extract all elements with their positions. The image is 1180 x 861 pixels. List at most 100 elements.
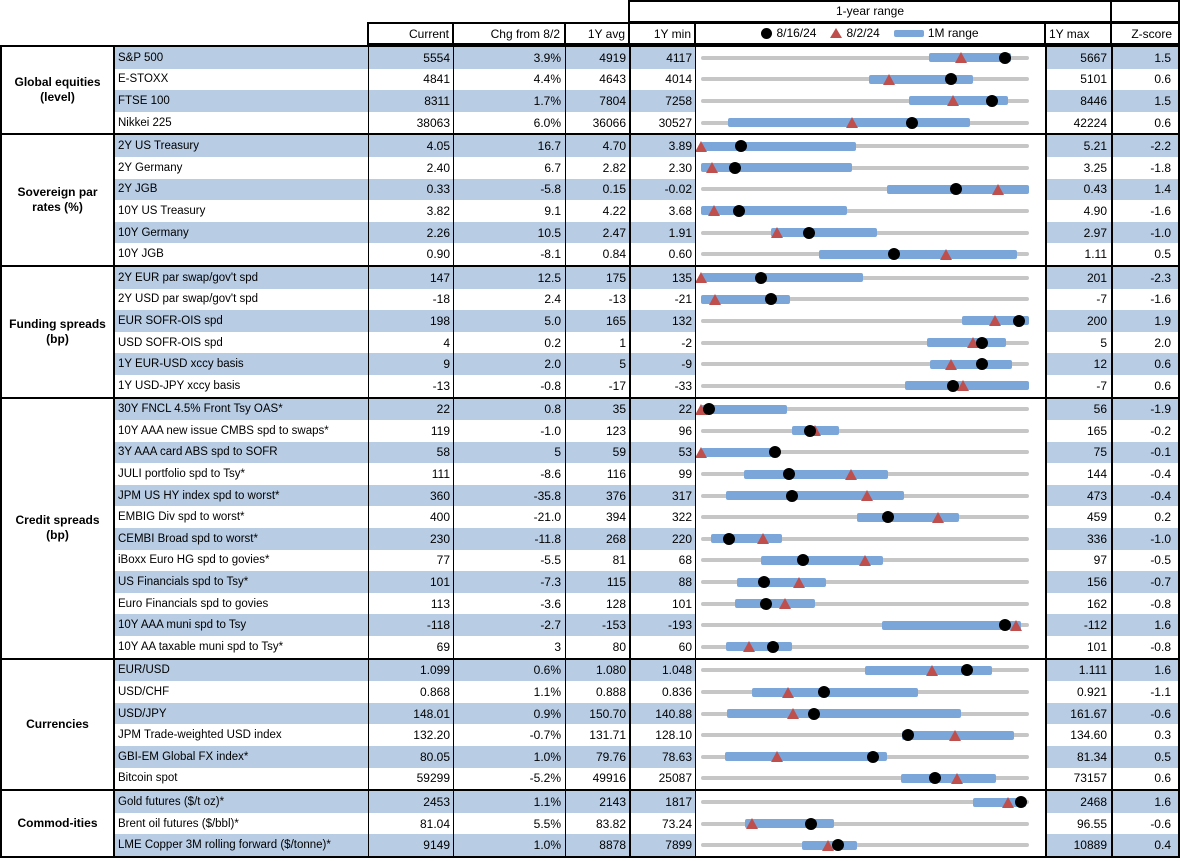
cell-1y-avg: 115 bbox=[565, 571, 629, 593]
category-label-line: (bp) bbox=[46, 528, 69, 543]
cell-chg-from-8-2: 6.7 bbox=[453, 156, 565, 179]
cell-1y-min: 25087 bbox=[629, 767, 695, 790]
cell-1y-max: 473 bbox=[1045, 484, 1111, 507]
cell-chg-from-8-2: 0.9% bbox=[453, 702, 565, 725]
cell-1y-avg: 2.82 bbox=[565, 156, 629, 179]
range-chart bbox=[695, 90, 1045, 112]
cell-instrument-name: JPM Trade-weighted USD index bbox=[115, 724, 368, 747]
cell-1y-avg: 1 bbox=[565, 331, 629, 354]
range-legend: 8/16/24 8/2/24 1M range bbox=[694, 21, 1046, 45]
range-chart bbox=[695, 156, 1045, 179]
table-row: 2Y US Treasury 4.05 16.7 4.70 3.89 5.21 -2.2 bbox=[115, 135, 1178, 157]
cell-chg-from-8-2: 10.5 bbox=[453, 221, 565, 244]
cell-1y-avg: 123 bbox=[565, 420, 629, 442]
cell-chg-from-8-2: -7.3 bbox=[453, 571, 565, 593]
triangle-marker-8-2-24 bbox=[1009, 619, 1022, 631]
1y-range-track bbox=[701, 450, 1029, 455]
legend-label: 1M range bbox=[927, 25, 979, 40]
dot-marker-8-16-24 bbox=[976, 336, 989, 349]
cell-1y-min: -33 bbox=[629, 374, 695, 397]
cell-1y-avg: 4.70 bbox=[565, 135, 629, 157]
1m-range-bar bbox=[701, 206, 847, 216]
range-chart bbox=[695, 724, 1045, 747]
table-row: Gold futures ($/t oz)* 2453 1.1% 2143 1817 24… bbox=[115, 791, 1178, 813]
range-chart bbox=[695, 374, 1045, 397]
cell-instrument-name: EUR/USD bbox=[115, 659, 368, 682]
cell-current: 4.05 bbox=[368, 135, 453, 157]
range-chart bbox=[695, 47, 1045, 69]
dot-marker-8-16-24 bbox=[985, 94, 998, 107]
cell-current: -118 bbox=[368, 614, 453, 637]
cell-current: 113 bbox=[368, 592, 453, 615]
cell-1y-max: 56 bbox=[1045, 398, 1111, 421]
cell-1y-avg: 80 bbox=[565, 636, 629, 658]
cell-1y-avg: 165 bbox=[565, 310, 629, 332]
cell-1y-max: 10889 bbox=[1045, 834, 1111, 856]
cell-1y-min: 7899 bbox=[629, 834, 695, 856]
cell-1y-max: 165 bbox=[1045, 420, 1111, 442]
cell-chg-from-8-2: -3.6 bbox=[453, 592, 565, 615]
table-row: 10Y AA taxable muni spd to Tsy* 69 3 80 60 10… bbox=[115, 636, 1178, 658]
cell-1y-avg: 131.71 bbox=[565, 724, 629, 747]
1m-range-bar bbox=[737, 577, 826, 587]
cell-current: 119 bbox=[368, 420, 453, 442]
triangle-marker-8-2-24 bbox=[932, 511, 945, 523]
cell-1y-avg: 268 bbox=[565, 528, 629, 550]
cell-1y-avg: 49916 bbox=[565, 767, 629, 790]
1m-range-bar bbox=[710, 534, 782, 544]
cell-instrument-name: GBI-EM Global FX index* bbox=[115, 746, 368, 768]
1y-range-track bbox=[701, 208, 1029, 213]
1m-range-bar bbox=[701, 294, 790, 304]
cell-instrument-name: 30Y FNCL 4.5% Front Tsy OAS* bbox=[115, 398, 368, 421]
cell-1y-avg: 2.47 bbox=[565, 221, 629, 244]
cell-chg-from-8-2: -1.0 bbox=[453, 420, 565, 442]
1m-range-bar bbox=[725, 642, 792, 652]
cell-chg-from-8-2: -8.6 bbox=[453, 463, 565, 485]
cell-chg-from-8-2: 1.1% bbox=[453, 681, 565, 703]
dot-marker-8-16-24 bbox=[803, 226, 816, 239]
table-row: 10Y Germany 2.26 10.5 2.47 1.91 2.97 -1.0 bbox=[115, 221, 1178, 244]
1m-range-bar bbox=[701, 141, 856, 151]
range-chart bbox=[695, 791, 1045, 813]
1m-range-bar bbox=[901, 773, 996, 783]
range-chart bbox=[695, 592, 1045, 615]
cell-z-score: 0.3 bbox=[1111, 724, 1178, 747]
triangle-marker-8-2-24 bbox=[940, 248, 953, 260]
cell-1y-max: 96.55 bbox=[1045, 812, 1111, 835]
triangle-marker-8-2-24 bbox=[948, 729, 961, 741]
1y-range-track bbox=[701, 601, 1029, 606]
1m-range-bar bbox=[761, 555, 884, 565]
range-chart bbox=[695, 463, 1045, 485]
1y-range-track bbox=[701, 362, 1029, 367]
range-chart bbox=[695, 746, 1045, 768]
cell-z-score: 0.6 bbox=[1111, 68, 1178, 91]
range-chart bbox=[695, 398, 1045, 421]
cell-current: 1.099 bbox=[368, 659, 453, 682]
cell-instrument-name: 10Y AAA muni spd to Tsy bbox=[115, 614, 368, 637]
triangle-marker-8-2-24 bbox=[793, 576, 806, 588]
cell-1y-avg: -153 bbox=[565, 614, 629, 637]
triangle-marker-8-2-24 bbox=[860, 490, 873, 502]
1m-range-bar bbox=[727, 709, 962, 719]
dot-marker-8-16-24 bbox=[785, 489, 798, 502]
cell-chg-from-8-2: -5.5 bbox=[453, 549, 565, 572]
cell-current: 360 bbox=[368, 484, 453, 507]
cell-instrument-name: LME Copper 3M rolling forward ($/tonne)* bbox=[115, 834, 368, 856]
dot-marker-8-16-24 bbox=[765, 293, 778, 306]
dot-marker-8-16-24 bbox=[999, 51, 1012, 64]
cell-1y-avg: 394 bbox=[565, 506, 629, 529]
table-row: 2Y JGB 0.33 -5.8 0.15 -0.02 0.43 1.4 bbox=[115, 178, 1178, 201]
range-chart bbox=[695, 178, 1045, 201]
1y-range-track bbox=[701, 776, 1029, 781]
table-row: JPM Trade-weighted USD index 132.20 -0.7% 1… bbox=[115, 724, 1178, 747]
triangle-marker-8-2-24 bbox=[1002, 796, 1014, 808]
cell-chg-from-8-2: 0.8 bbox=[453, 398, 565, 421]
category-label-line: Global equities bbox=[14, 75, 101, 90]
cell-chg-from-8-2: 1.0% bbox=[453, 834, 565, 856]
cell-instrument-name: E-STOXX bbox=[115, 68, 368, 91]
range-chart bbox=[695, 506, 1045, 529]
category-label-line: (bp) bbox=[46, 331, 69, 346]
1m-range-bar bbox=[818, 249, 1017, 259]
cell-1y-avg: 7804 bbox=[565, 90, 629, 112]
cell-1y-avg: 128 bbox=[565, 592, 629, 615]
